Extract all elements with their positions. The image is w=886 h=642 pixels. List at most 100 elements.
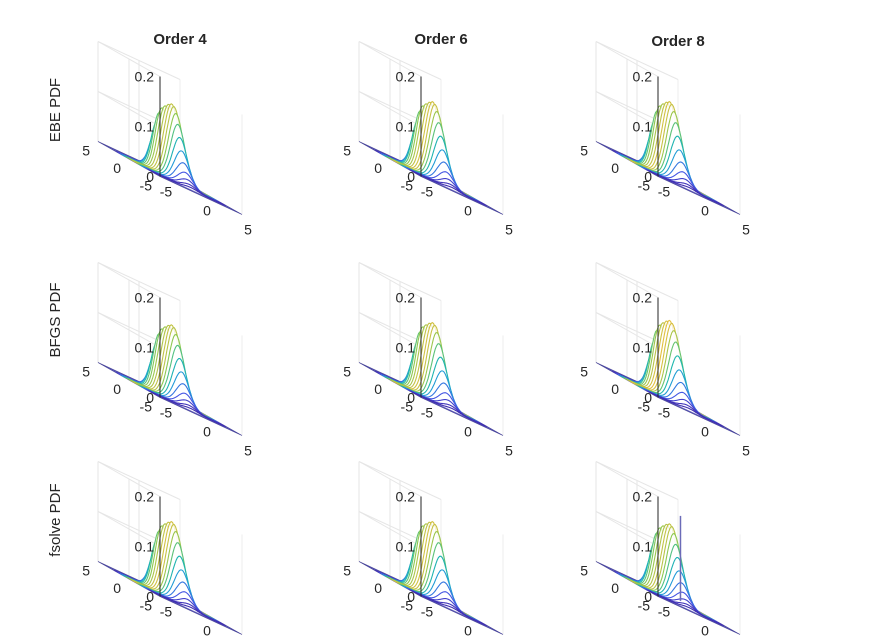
x-tick-label: 0 (464, 424, 472, 440)
z-tick-label: 0.2 (633, 489, 653, 505)
surface-plot: 00.10.250-5-505 (82, 41, 252, 238)
z-tick-label: 0.1 (135, 340, 155, 356)
z-tick-label: 0.2 (396, 69, 416, 85)
x-tick-label: -5 (160, 604, 173, 620)
y-tick-label: -5 (140, 598, 153, 614)
surface-plot: 00.10.250-5-505 (580, 262, 750, 459)
y-tick-label: -5 (140, 399, 153, 415)
z-tick-label: 0.2 (633, 69, 653, 85)
x-tick-label: -5 (421, 405, 434, 421)
x-tick-label: -5 (160, 184, 173, 200)
y-tick-label: -5 (401, 598, 414, 614)
x-tick-label: 0 (464, 623, 472, 639)
z-tick-label: 0.1 (396, 119, 416, 135)
surface-mesh (116, 324, 226, 428)
z-tick-label: 0 (407, 390, 415, 406)
y-tick-label: -5 (638, 598, 651, 614)
y-tick-label: 5 (343, 143, 351, 159)
y-tick-label: -5 (638, 399, 651, 415)
y-tick-label: 0 (374, 381, 382, 397)
y-tick-label: -5 (401, 399, 414, 415)
surface-plot: 00.10.250-5-505 (343, 461, 513, 642)
z-tick-label: 0 (146, 390, 154, 406)
z-tick-label: 0.1 (633, 340, 653, 356)
y-tick-label: 0 (611, 580, 619, 596)
z-tick-label: 0 (407, 589, 415, 605)
surface-mesh (375, 520, 487, 627)
surface-plot: 00.10.250-5-505 (580, 41, 750, 238)
x-tick-label: -5 (658, 604, 671, 620)
y-tick-label: 5 (580, 364, 588, 380)
z-tick-label: 0.1 (633, 119, 653, 135)
z-tick-label: 0 (644, 390, 652, 406)
surface-mesh (114, 520, 226, 627)
x-tick-label: -5 (658, 184, 671, 200)
y-tick-label: 5 (82, 563, 90, 579)
x-tick-label: 5 (244, 443, 252, 459)
x-tick-label: 5 (742, 443, 750, 459)
z-tick-label: 0 (644, 589, 652, 605)
x-tick-label: 0 (203, 203, 211, 219)
x-tick-label: 5 (505, 443, 513, 459)
y-tick-label: 0 (611, 381, 619, 397)
row-label: fsolve PDF (47, 483, 64, 556)
y-tick-label: 5 (343, 563, 351, 579)
y-tick-label: -5 (140, 178, 153, 194)
z-tick-label: 0 (644, 169, 652, 185)
z-tick-label: 0.2 (135, 290, 155, 306)
y-tick-label: -5 (401, 178, 414, 194)
x-tick-label: 0 (701, 203, 709, 219)
y-tick-label: 0 (611, 160, 619, 176)
z-tick-label: 0.2 (396, 489, 416, 505)
x-tick-label: -5 (160, 405, 173, 421)
z-tick-label: 0.2 (135, 69, 155, 85)
surface-mesh (612, 100, 724, 207)
surface-plot: 00.10.250-5-505 (82, 461, 252, 642)
y-tick-label: 0 (113, 580, 121, 596)
z-tick-label: 0.2 (135, 489, 155, 505)
x-tick-label: 0 (701, 424, 709, 440)
x-tick-label: 0 (701, 623, 709, 639)
y-tick-label: 5 (580, 143, 588, 159)
z-tick-label: 0.1 (135, 539, 155, 555)
z-tick-label: 0.1 (396, 340, 416, 356)
y-tick-label: 5 (82, 143, 90, 159)
z-tick-label: 0.1 (396, 539, 416, 555)
z-tick-label: 0 (146, 589, 154, 605)
x-tick-label: -5 (421, 184, 434, 200)
z-tick-label: 0 (407, 169, 415, 185)
column-title: Order 6 (414, 31, 467, 48)
row-label: BFGS PDF (47, 282, 64, 357)
y-tick-label: -5 (638, 178, 651, 194)
x-tick-label: 5 (505, 222, 513, 238)
z-tick-label: 0.1 (135, 119, 155, 135)
surface-plot: 00.10.250-5-505 (343, 41, 513, 238)
x-tick-label: 5 (244, 222, 252, 238)
z-tick-label: 0.2 (396, 290, 416, 306)
surface-plot: 00.10.250-5-505 (82, 262, 252, 459)
surface-mesh (614, 523, 724, 627)
y-tick-label: 0 (113, 381, 121, 397)
y-tick-label: 5 (343, 364, 351, 380)
x-tick-label: 5 (742, 222, 750, 238)
z-tick-label: 0 (146, 169, 154, 185)
x-tick-label: 0 (464, 203, 472, 219)
x-tick-label: 0 (203, 424, 211, 440)
surface-mesh (375, 321, 487, 428)
x-tick-label: -5 (421, 604, 434, 620)
surface-mesh (612, 319, 724, 428)
y-tick-label: 5 (580, 563, 588, 579)
y-tick-label: 5 (82, 364, 90, 380)
y-tick-label: 0 (113, 160, 121, 176)
z-tick-label: 0.1 (633, 539, 653, 555)
y-tick-label: 0 (374, 580, 382, 596)
surface-mesh (375, 100, 487, 207)
column-title: Order 8 (651, 33, 704, 50)
x-tick-label: -5 (658, 405, 671, 421)
column-title: Order 4 (153, 31, 207, 48)
surface-plot: 00.10.250-5-505 (343, 262, 513, 459)
y-tick-label: 0 (374, 160, 382, 176)
surface-plot: 00.10.250-5-505 (580, 461, 750, 642)
surface-mesh (116, 103, 226, 207)
